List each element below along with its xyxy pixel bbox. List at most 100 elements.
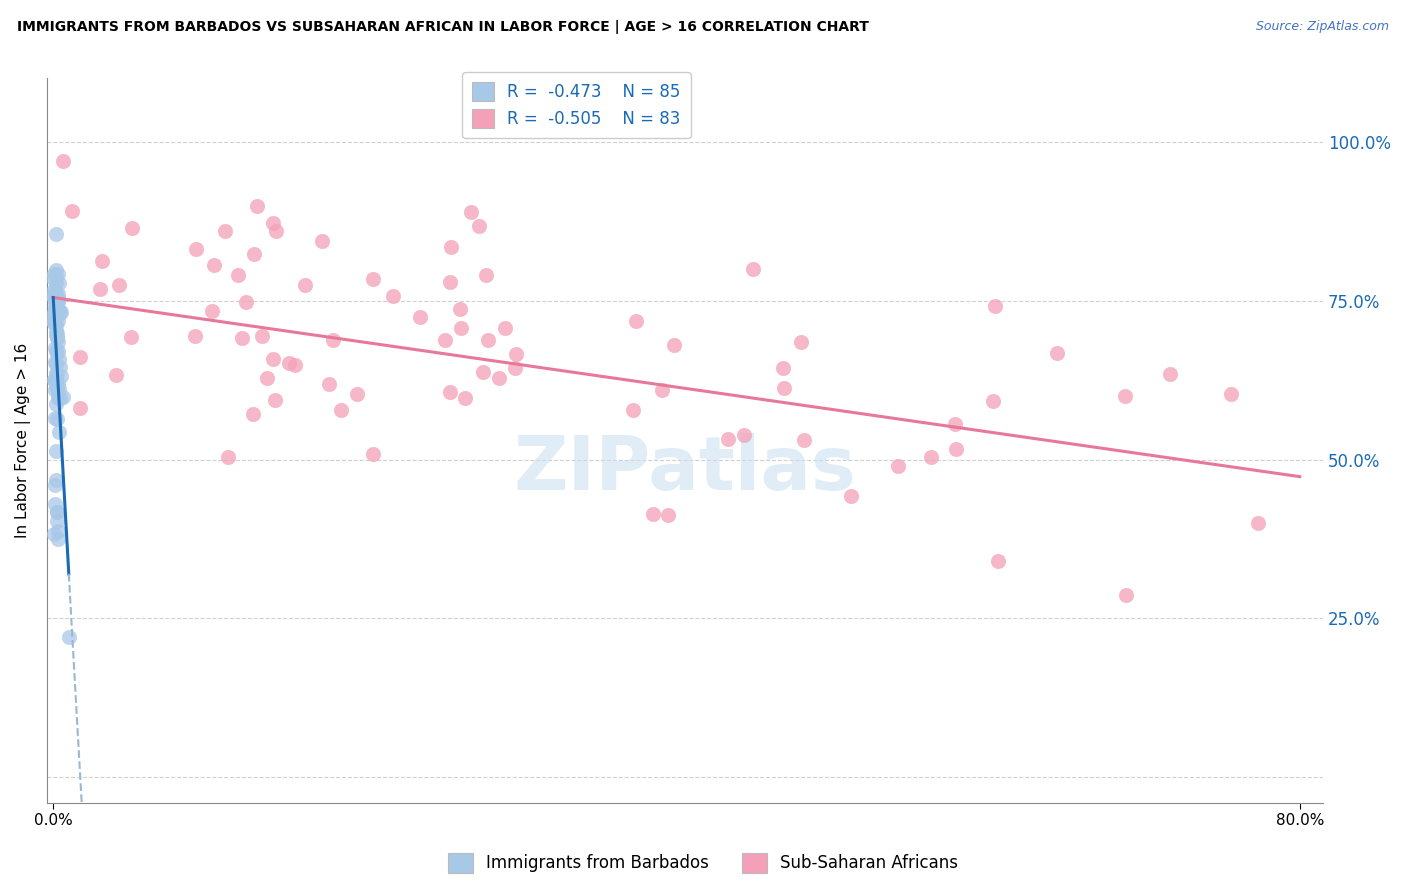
Point bbox=[46, 331, 69, 345]
Point bbox=[733, 428, 755, 442]
Point bbox=[44, 341, 66, 355]
Point bbox=[311, 234, 333, 248]
Point bbox=[256, 371, 278, 385]
Point bbox=[44, 497, 66, 511]
Point bbox=[741, 262, 763, 277]
Point bbox=[887, 459, 910, 474]
Point bbox=[264, 393, 287, 408]
Legend: Immigrants from Barbados, Sub-Saharan Africans: Immigrants from Barbados, Sub-Saharan Af… bbox=[441, 847, 965, 880]
Point bbox=[503, 360, 526, 375]
Point bbox=[48, 302, 70, 317]
Point bbox=[184, 243, 207, 257]
Point bbox=[1246, 516, 1268, 530]
Point bbox=[45, 310, 67, 324]
Point bbox=[1115, 588, 1137, 602]
Point bbox=[42, 267, 65, 281]
Point bbox=[201, 303, 224, 318]
Point bbox=[48, 335, 70, 350]
Point bbox=[42, 290, 65, 304]
Point bbox=[839, 489, 862, 503]
Point bbox=[91, 254, 114, 268]
Point bbox=[440, 240, 463, 254]
Point bbox=[984, 299, 1007, 313]
Point bbox=[246, 199, 269, 213]
Point bbox=[494, 321, 516, 335]
Point bbox=[322, 333, 344, 347]
Point bbox=[48, 306, 70, 320]
Point bbox=[49, 369, 72, 384]
Point bbox=[294, 277, 316, 292]
Point bbox=[45, 301, 67, 316]
Point bbox=[439, 385, 461, 400]
Point bbox=[48, 276, 70, 290]
Point bbox=[46, 505, 69, 519]
Point bbox=[52, 390, 75, 404]
Point bbox=[477, 333, 499, 347]
Point bbox=[46, 377, 69, 392]
Point bbox=[44, 383, 66, 397]
Point bbox=[46, 291, 69, 305]
Point bbox=[46, 524, 69, 538]
Point bbox=[449, 302, 471, 317]
Point bbox=[214, 224, 236, 238]
Point bbox=[42, 310, 65, 324]
Point bbox=[108, 277, 131, 292]
Point bbox=[505, 347, 527, 361]
Point bbox=[46, 313, 69, 327]
Point bbox=[45, 328, 67, 343]
Point bbox=[46, 380, 69, 394]
Point bbox=[46, 326, 69, 340]
Point bbox=[262, 352, 284, 367]
Y-axis label: In Labor Force | Age > 16: In Labor Force | Age > 16 bbox=[15, 343, 31, 538]
Text: Source: ZipAtlas.com: Source: ZipAtlas.com bbox=[1256, 20, 1389, 33]
Point bbox=[69, 401, 91, 415]
Point bbox=[45, 443, 67, 458]
Point bbox=[44, 306, 66, 320]
Point bbox=[621, 403, 644, 417]
Point bbox=[42, 527, 65, 541]
Point bbox=[226, 268, 249, 283]
Point bbox=[46, 412, 69, 426]
Point bbox=[46, 343, 69, 358]
Point bbox=[262, 216, 284, 230]
Point bbox=[60, 203, 83, 218]
Point bbox=[46, 514, 69, 528]
Point bbox=[104, 368, 127, 383]
Point bbox=[44, 316, 66, 330]
Point bbox=[44, 293, 66, 308]
Point bbox=[184, 329, 207, 343]
Point bbox=[44, 284, 66, 298]
Point bbox=[409, 310, 432, 325]
Point bbox=[231, 331, 253, 345]
Point bbox=[45, 505, 67, 519]
Point bbox=[242, 408, 264, 422]
Point bbox=[264, 224, 287, 238]
Point bbox=[46, 303, 69, 318]
Point bbox=[46, 287, 69, 301]
Point bbox=[202, 258, 225, 272]
Point bbox=[250, 329, 273, 343]
Point bbox=[981, 394, 1004, 409]
Point bbox=[45, 396, 67, 410]
Point bbox=[475, 268, 498, 282]
Point bbox=[46, 346, 69, 360]
Point bbox=[454, 391, 477, 405]
Point bbox=[42, 270, 65, 285]
Point bbox=[48, 293, 70, 308]
Point bbox=[439, 276, 461, 290]
Point bbox=[44, 295, 66, 310]
Point bbox=[45, 298, 67, 312]
Point bbox=[45, 357, 67, 371]
Point bbox=[657, 508, 679, 522]
Point bbox=[48, 382, 70, 396]
Point bbox=[69, 350, 91, 364]
Point bbox=[346, 386, 368, 401]
Point bbox=[44, 410, 66, 425]
Point bbox=[42, 373, 65, 387]
Point bbox=[318, 377, 340, 392]
Point bbox=[381, 288, 404, 302]
Point bbox=[51, 305, 73, 319]
Point bbox=[1159, 368, 1181, 382]
Text: IMMIGRANTS FROM BARBADOS VS SUBSAHARAN AFRICAN IN LABOR FORCE | AGE > 16 CORRELA: IMMIGRANTS FROM BARBADOS VS SUBSAHARAN A… bbox=[17, 20, 869, 34]
Point bbox=[46, 303, 69, 318]
